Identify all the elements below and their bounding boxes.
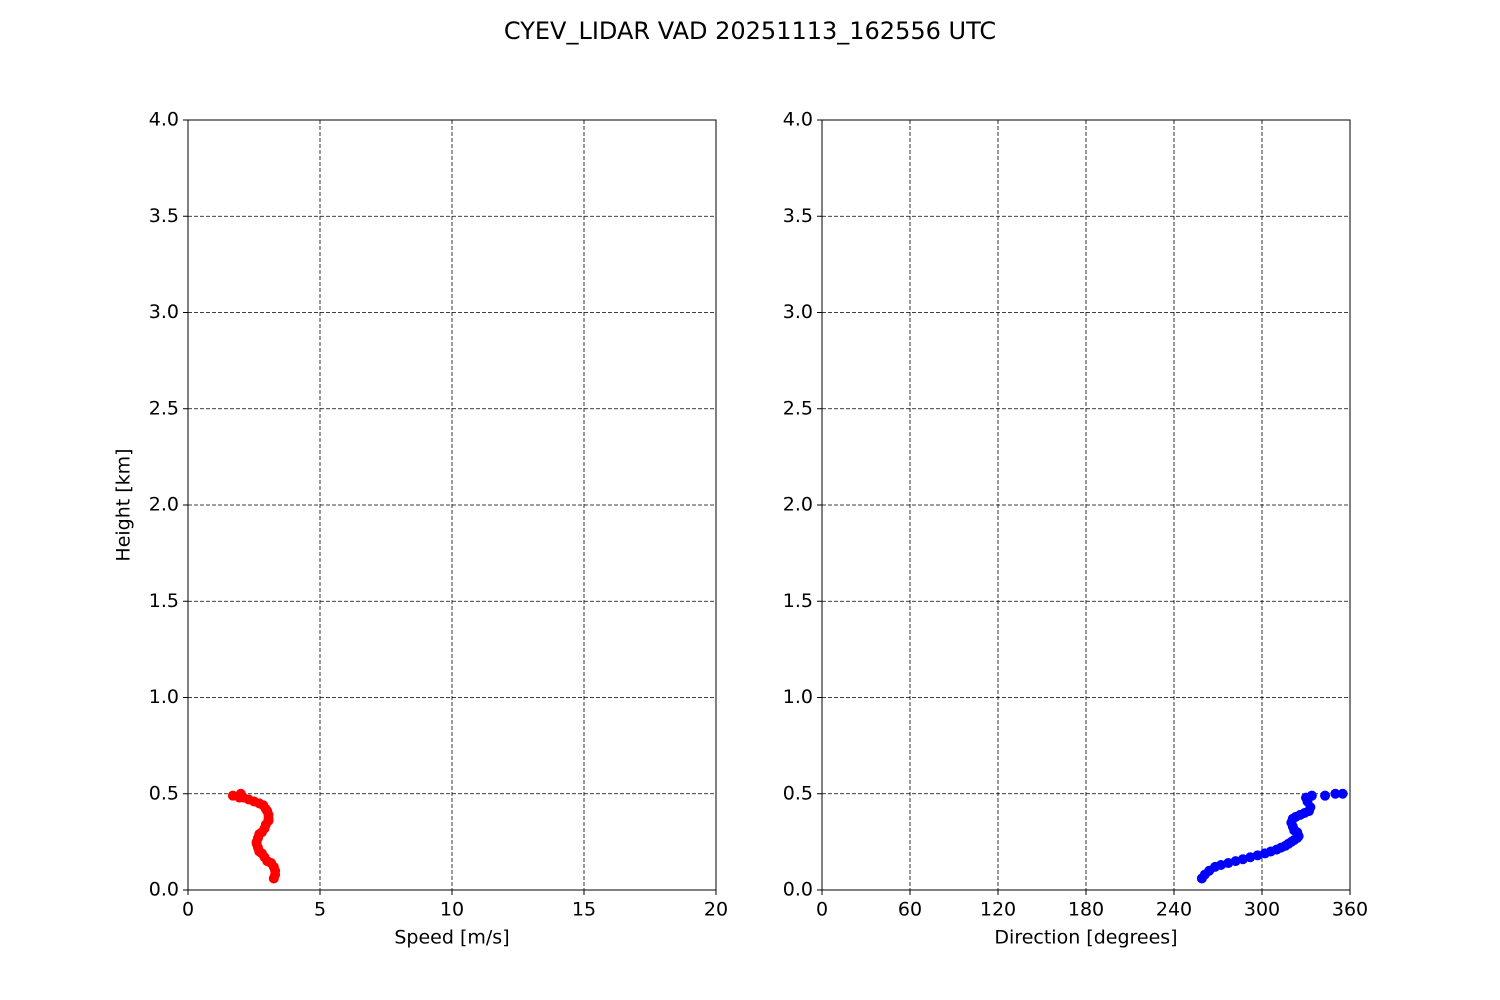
y-tick-label: 1.0 bbox=[783, 686, 813, 708]
x-tick-label: 20 bbox=[704, 899, 728, 921]
y-tick-label: 0.5 bbox=[783, 782, 813, 804]
x-tick-label: 60 bbox=[898, 899, 922, 921]
y-tick-label: 0.0 bbox=[149, 879, 179, 901]
y-axis-label: Height [km] bbox=[113, 448, 135, 561]
x-tick-label: 300 bbox=[1244, 899, 1280, 921]
x-axis-label: Direction [degrees] bbox=[994, 927, 1177, 949]
data-point bbox=[1320, 790, 1331, 801]
y-tick-label: 0.5 bbox=[149, 782, 179, 804]
y-tick-label: 2.5 bbox=[783, 397, 813, 419]
y-tick-label: 4.0 bbox=[783, 109, 813, 131]
y-tick-label: 0.0 bbox=[783, 879, 813, 901]
x-tick-label: 5 bbox=[314, 899, 326, 921]
x-tick-label: 120 bbox=[980, 899, 1016, 921]
axes-frame bbox=[187, 119, 717, 891]
x-tick-label: 0 bbox=[182, 899, 194, 921]
y-tick-label: 1.5 bbox=[783, 590, 813, 612]
x-tick-label: 360 bbox=[1332, 899, 1368, 921]
y-tick-label: 4.0 bbox=[149, 109, 179, 131]
y-tick-label: 2.5 bbox=[149, 397, 179, 419]
y-tick-label: 2.0 bbox=[783, 494, 813, 516]
x-tick-label: 15 bbox=[572, 899, 596, 921]
data-point bbox=[227, 790, 238, 801]
y-tick-label: 2.0 bbox=[149, 494, 179, 516]
x-tick-label: 0 bbox=[816, 899, 828, 921]
data-point bbox=[1330, 788, 1341, 799]
x-tick-label: 180 bbox=[1068, 899, 1104, 921]
y-tick-label: 1.0 bbox=[149, 686, 179, 708]
axes-frame bbox=[821, 119, 1351, 891]
x-tick-label: 240 bbox=[1156, 899, 1192, 921]
data-point bbox=[235, 788, 246, 799]
y-tick-label: 3.5 bbox=[783, 205, 813, 227]
y-tick-label: 1.5 bbox=[149, 590, 179, 612]
figure-title: CYEV_LIDAR VAD 20251113_162556 UTC bbox=[504, 17, 996, 45]
x-tick-label: 10 bbox=[440, 899, 464, 921]
y-tick-label: 3.0 bbox=[783, 301, 813, 323]
x-axis-label: Speed [m/s] bbox=[394, 927, 509, 949]
y-tick-label: 3.5 bbox=[149, 205, 179, 227]
y-tick-label: 3.0 bbox=[149, 301, 179, 323]
data-point bbox=[1306, 790, 1317, 801]
data-point bbox=[1337, 788, 1348, 799]
